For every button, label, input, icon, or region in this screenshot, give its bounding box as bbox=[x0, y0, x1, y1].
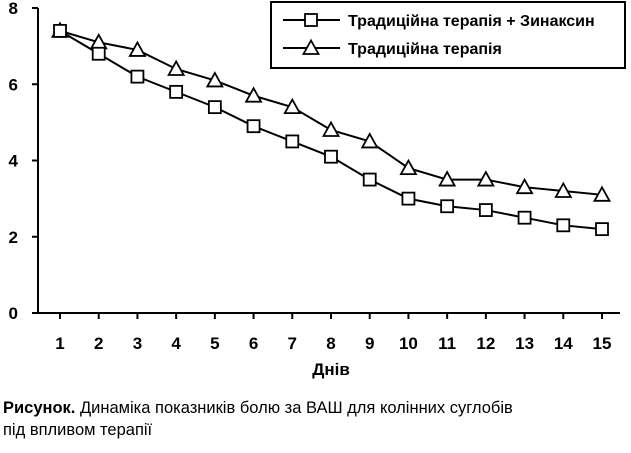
legend-box bbox=[270, 1, 626, 69]
data-point-triangle bbox=[438, 170, 457, 187]
data-point-square bbox=[556, 218, 571, 233]
data-point-triangle bbox=[476, 170, 495, 187]
data-point-square bbox=[246, 119, 261, 134]
data-point-square bbox=[595, 222, 609, 237]
legend-label: Традиційна терапія bbox=[348, 41, 502, 58]
data-point-triangle bbox=[167, 59, 186, 76]
legend-marker-square bbox=[304, 13, 318, 27]
x-tick-label: 13 bbox=[515, 334, 534, 353]
x-tick-label: 11 bbox=[438, 334, 456, 353]
caption-line-2: під впливом терапії bbox=[3, 421, 153, 439]
caption-text-1: Динаміка показників болю за ВАШ для колі… bbox=[75, 399, 513, 417]
x-tick-label: 4 bbox=[171, 334, 181, 353]
legend-label: Традиційна терапія + Зинаксин bbox=[348, 13, 595, 30]
data-point-square bbox=[401, 191, 416, 206]
caption-line-1: Рисунок. Динаміка показників болю за ВАШ… bbox=[3, 397, 629, 419]
series-group bbox=[50, 21, 612, 237]
data-point-square bbox=[517, 210, 532, 225]
x-tick-label: 9 bbox=[365, 334, 374, 353]
data-point-square bbox=[91, 46, 106, 61]
data-point-triangle bbox=[592, 185, 612, 202]
x-tick-label: 14 bbox=[554, 334, 573, 353]
y-tick-label: 2 bbox=[9, 228, 18, 247]
y-tick-label: 0 bbox=[9, 304, 18, 323]
y-tick-label: 4 bbox=[9, 152, 19, 171]
data-point-triangle bbox=[360, 132, 379, 149]
data-point-triangle bbox=[205, 71, 224, 88]
data-point-square bbox=[478, 203, 493, 217]
data-point-square bbox=[285, 134, 300, 149]
data-point-square bbox=[53, 23, 67, 38]
data-point-square bbox=[440, 199, 455, 214]
data-point-triangle bbox=[321, 120, 341, 137]
legend-marker-triangle bbox=[301, 38, 321, 55]
x-tick-label: 1 bbox=[55, 334, 64, 353]
data-point-triangle bbox=[128, 40, 147, 57]
legend: Традиційна терапія + Зинаксин Традиційна … bbox=[270, 1, 626, 69]
data-point-triangle bbox=[244, 86, 263, 103]
x-tick-label: 8 bbox=[326, 334, 335, 353]
figure-caption: Рисунок. Динаміка показників болю за ВАШ… bbox=[3, 397, 629, 441]
x-tick-label: 15 bbox=[593, 334, 612, 353]
x-tick-label: 2 bbox=[94, 334, 103, 353]
data-point-square bbox=[362, 172, 377, 187]
y-tick-label: 6 bbox=[9, 75, 18, 94]
x-tick-label: 12 bbox=[476, 334, 495, 353]
data-point-triangle bbox=[515, 177, 534, 195]
data-point-triangle bbox=[283, 97, 302, 115]
data-point-square bbox=[130, 69, 145, 84]
data-point-triangle bbox=[399, 158, 418, 176]
data-point-square bbox=[169, 84, 184, 99]
x-tick-label: 3 bbox=[133, 334, 142, 353]
x-tick-label: 5 bbox=[210, 334, 219, 353]
x-axis-label: Днів bbox=[312, 360, 350, 379]
x-tick-label: 6 bbox=[249, 334, 258, 353]
x-tick-label: 7 bbox=[288, 334, 297, 353]
data-point-triangle bbox=[554, 181, 573, 198]
caption-label: Рисунок. bbox=[3, 399, 76, 417]
y-tick-label: 8 bbox=[9, 0, 18, 18]
data-point-square bbox=[324, 149, 338, 164]
data-point-square bbox=[207, 100, 222, 115]
x-tick-label: 10 bbox=[399, 334, 418, 353]
